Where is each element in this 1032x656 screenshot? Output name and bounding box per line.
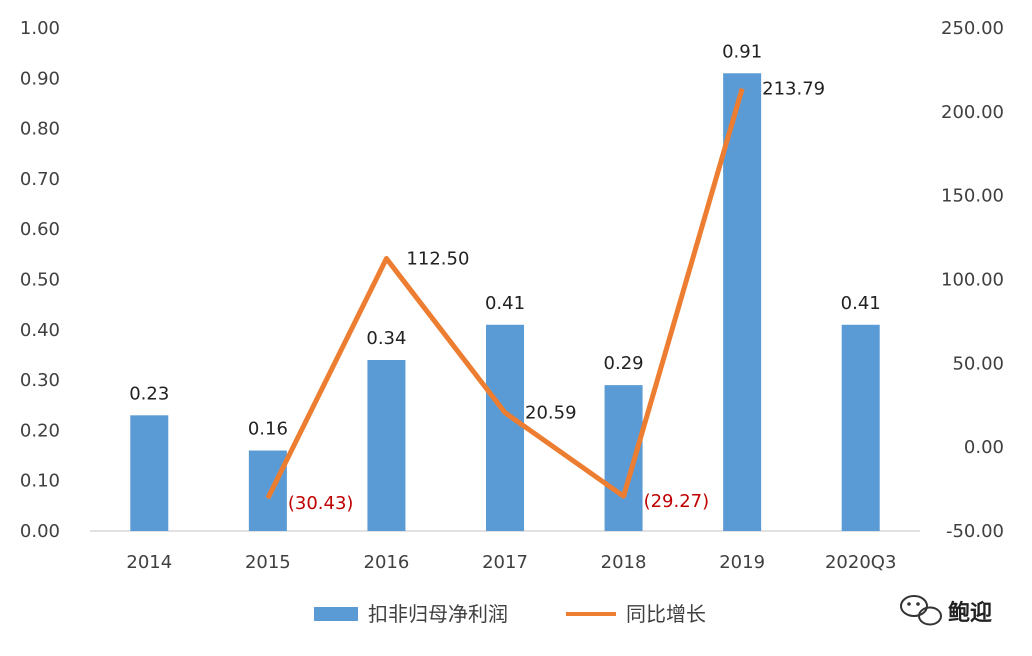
y-left-tick-label: 0.40 — [20, 320, 60, 341]
legend-label-line: 同比增长 — [626, 602, 706, 626]
y-axis-left: 0.00 0.10 0.20 0.30 0.40 0.50 0.60 0.70 0.80 0.90… — [20, 18, 60, 542]
y-left-tick-label: 1.00 — [20, 18, 60, 39]
x-tick-label: 2019 — [719, 552, 765, 573]
x-tick-label: 2017 — [482, 552, 528, 573]
x-tick-label: 2018 — [601, 552, 647, 573]
line-data-label: 213.79 — [762, 79, 825, 100]
line-data-label: 20.59 — [525, 403, 577, 424]
line-data-labels: (30.43) 112.50 20.59 (29.27) 213.79 — [288, 79, 825, 514]
y-left-tick-label: 0.80 — [20, 119, 60, 140]
y-left-tick-label: 0.50 — [20, 270, 60, 291]
bar — [130, 415, 169, 531]
line-series — [265, 88, 745, 500]
y-axis-right: -50.00 0.00 50.00 100.00 150.00 200.00 250.00 — [941, 18, 1004, 542]
bar — [723, 73, 762, 532]
y-right-tick-label: -50.00 — [946, 521, 1004, 542]
x-tick-label: 2014 — [126, 552, 172, 573]
x-tick-label: 2020Q3 — [825, 552, 896, 573]
y-left-tick-label: 0.70 — [20, 169, 60, 190]
legend: 扣非归母净利润 同比增长 — [314, 602, 706, 626]
watermark-text: 鲍迎 — [948, 600, 992, 626]
y-left-tick-label: 0.00 — [20, 521, 60, 542]
line-data-label: (29.27) — [644, 491, 710, 512]
line-data-label: (30.43) — [288, 493, 354, 514]
line-data-label: 112.50 — [406, 249, 469, 270]
y-left-tick-label: 0.90 — [20, 68, 60, 89]
x-tick-label: 2016 — [364, 552, 410, 573]
y-right-tick-label: 250.00 — [941, 18, 1004, 39]
bar-series — [130, 73, 880, 532]
line-point — [385, 258, 387, 260]
y-right-tick-label: 150.00 — [941, 186, 1004, 207]
bar-data-label: 0.34 — [366, 328, 406, 349]
bar-data-label: 0.16 — [248, 419, 288, 440]
bar — [841, 324, 880, 531]
watermark: 鲍迎 — [900, 595, 992, 626]
bar — [248, 450, 287, 531]
y-left-tick-label: 0.30 — [20, 370, 60, 391]
y-right-tick-label: 200.00 — [941, 102, 1004, 123]
bar-data-label: 0.41 — [485, 293, 525, 314]
line-point — [267, 497, 269, 499]
line-point — [504, 412, 506, 414]
bar-data-labels: 0.23 0.16 0.34 0.41 0.29 0.91 0.41 — [129, 41, 881, 439]
bar-data-label: 0.41 — [841, 293, 881, 314]
wechat-icon — [900, 595, 942, 626]
line-point — [741, 88, 743, 90]
y-left-tick-label: 0.20 — [20, 420, 60, 441]
legend-swatch-bar — [314, 607, 358, 621]
x-axis: 2014 2015 2016 2017 2018 2019 2020Q3 — [126, 552, 896, 573]
y-right-tick-label: 100.00 — [941, 270, 1004, 291]
bar-data-label: 0.23 — [129, 383, 169, 404]
bar-data-label: 0.91 — [722, 41, 762, 62]
line-point — [623, 495, 625, 497]
legend-label-bar: 扣非归母净利润 — [368, 602, 508, 626]
y-left-tick-label: 0.10 — [20, 471, 60, 492]
x-tick-label: 2015 — [245, 552, 291, 573]
y-right-tick-label: 50.00 — [952, 353, 1004, 374]
bar-data-label: 0.29 — [604, 353, 644, 374]
y-left-tick-label: 0.60 — [20, 219, 60, 240]
bar — [367, 359, 406, 531]
y-right-tick-label: 0.00 — [964, 437, 1004, 458]
bar — [486, 324, 524, 531]
